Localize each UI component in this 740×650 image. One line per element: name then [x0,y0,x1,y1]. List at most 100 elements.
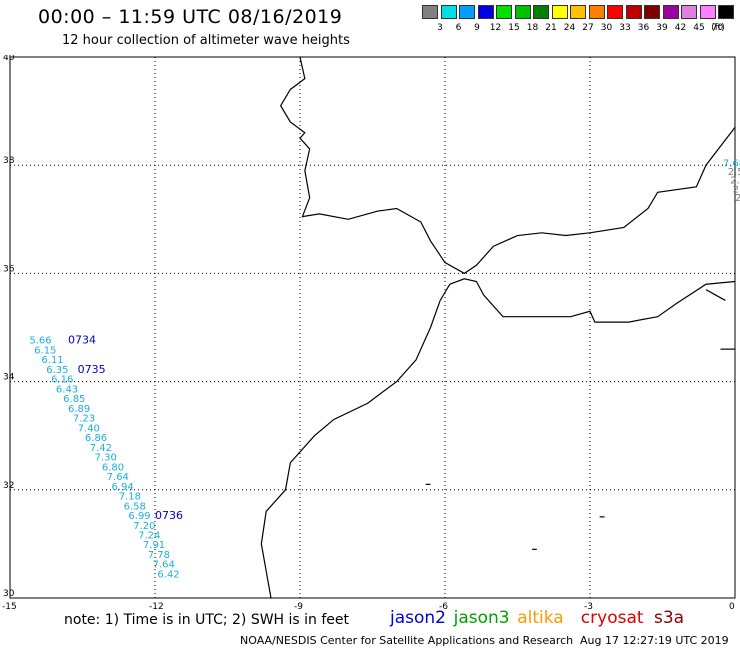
legend-swatch [644,5,660,19]
lat-tick-label: 32 [3,481,14,491]
legend-level-label: 3 [437,23,443,33]
swh-value: 7.40 [78,423,100,434]
legend-swatch [496,5,512,19]
swh-value: 5.66 [29,336,51,347]
lon-tick-label: -15 [2,602,17,612]
swh-value: 6.99 [128,511,150,522]
lon-tick-label: 0 [729,602,735,612]
legend-swatch [625,5,642,19]
legend-level-label: 24 [563,23,576,33]
legend-level-label: 21 [545,23,557,33]
swh-value: 7.64 [107,472,129,483]
north-africa-med-coast [449,278,736,323]
swh-value: 6.80 [102,462,124,473]
satellite-name: s3a [654,608,685,628]
map-subtitle: 12 hour collection of altimeter wave hei… [62,33,350,48]
legend-level-label: 45 [693,23,705,33]
legend-swatch [514,5,531,19]
legend-swatch [718,5,734,19]
pass-time-label: 0734 [68,334,96,347]
legend-level-label: 18 [526,23,539,33]
lon-tick-label: -6 [439,602,448,612]
swh-value: 7.20 [133,521,155,532]
lon-tick-label: -9 [294,602,303,612]
legend-swatch [681,5,697,19]
satellite-name: jason3 [453,608,510,628]
axis-ticks: -15 -12 -9 -6 -3 0 40 38 36 34 32 30 [2,55,735,612]
swh-value: 2.50 [730,176,740,187]
swh-value: 6.42 [157,569,179,580]
legend-level-label: 6 [455,23,462,33]
swh-value: 7.42 [90,443,112,454]
lat-tick-label: 36 [3,264,15,274]
morocco-atlantic-coast [260,283,451,599]
swh-value: 2. [735,193,740,204]
pass-time-label: 0736 [155,509,183,522]
legend-level-label: 39 [656,23,668,33]
swh-value: 7.24 [138,530,160,541]
swh-value: 7.18 [119,492,141,503]
generated-timestamp: Aug 17 12:27:19 UTC 2019 [580,634,729,647]
wave-height-color-legend: 3 6 9 12 15 18 21 24 27 30 33 36 39 42 45 70 (ft) [422,5,740,35]
legend-swatch [551,5,568,19]
swh-value: 7.23 [73,414,95,425]
legend-swatch [440,5,457,19]
legend-level-label: 27 [582,23,594,33]
coastline [260,56,736,599]
legend-level-label: 30 [600,23,613,33]
legend-swatch [699,5,716,19]
swh-value: 7.68 [723,158,740,169]
swh-value: 6.43 [56,384,78,395]
legend-swatch [607,5,623,19]
swh-value: 7.64 [153,560,175,571]
swh-value: 6.11 [41,355,63,366]
map-grid [9,56,736,599]
iberia-coast [279,56,736,275]
satellite-name: jason2 [390,608,446,628]
legend-level-label: 70 [711,23,724,33]
credit-line: NOAA/NESDIS Center for Satellite Applica… [240,634,574,647]
legend-level-label: 36 [637,23,650,33]
legend-swatch [459,5,475,19]
swh-value: 7.78 [148,550,170,561]
legend-level-label: 33 [619,23,631,33]
lon-tick-label: -3 [584,602,593,612]
lat-tick-label: 34 [3,373,15,383]
legend-swatch [588,5,605,19]
lat-tick-label: 30 [3,589,15,599]
swh-value: 2.5 [733,184,740,195]
lon-tick-label: -12 [149,602,164,612]
wave-height-observations: 5.666.156.116.356.166.436.856.897.237.40… [29,158,740,580]
map-frame [9,56,736,599]
legend-swatch [570,5,586,19]
satellite-name: cryosat [580,608,644,628]
pass-time-label: 0735 [78,363,106,376]
map-title: 00:00 – 11:59 UTC 08/16/2019 [38,6,343,28]
lat-tick-label: 38 [3,156,15,166]
swh-value: 2.53 [728,167,740,178]
swh-value: 6.58 [124,501,146,512]
legend-swatch [477,5,494,19]
swh-value: 6.35 [46,365,68,376]
legend-level-label: 9 [474,23,480,33]
swh-value: 6.94 [112,482,134,493]
legend-unit: (ft) [711,23,725,33]
swh-value: 6.15 [34,345,56,356]
swh-value: 6.16 [51,375,73,386]
legend-level-label: 12 [489,23,502,33]
swh-value: 6.86 [85,433,107,444]
swh-value: 6.85 [63,394,85,405]
units-note: note: 1) Time is in UTC; 2) SWH is in fe… [64,612,350,628]
satellite-name: altika [517,608,564,628]
swh-value: 7.30 [95,453,117,464]
swh-value: 7.91 [143,540,165,551]
legend-level-label: 15 [508,23,520,33]
islet [705,289,726,301]
legend-swatch [533,5,549,19]
legend-swatch [662,5,679,19]
lat-tick-label: 40 [3,55,15,63]
legend-swatch [422,5,438,19]
swh-value: 6.89 [68,404,90,415]
legend-level-label: 42 [674,23,687,33]
